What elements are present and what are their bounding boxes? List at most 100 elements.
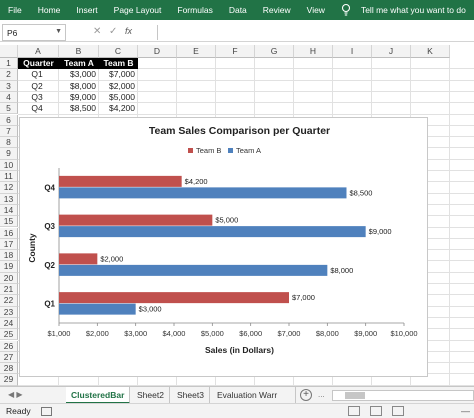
- column-header-k[interactable]: K: [411, 45, 450, 58]
- column-header-g[interactable]: G: [255, 45, 294, 58]
- tab-home[interactable]: Home: [37, 5, 61, 15]
- table-cell[interactable]: Q2: [31, 80, 43, 91]
- zoom-slider-icon[interactable]: —: [461, 406, 470, 416]
- row-header-18[interactable]: 18: [0, 250, 18, 262]
- row-header-5[interactable]: 5: [0, 103, 18, 115]
- table-header-cell[interactable]: Team B: [99, 58, 138, 70]
- chevron-down-icon[interactable]: ▼: [55, 28, 62, 35]
- table-cell[interactable]: Q3: [31, 91, 43, 102]
- row-header-19[interactable]: 19: [0, 261, 18, 273]
- table-header-cell[interactable]: Team A: [59, 58, 99, 70]
- row-header-7[interactable]: 7: [0, 125, 18, 138]
- macro-record-icon[interactable]: [40, 406, 52, 416]
- sheet-tab-clusteredbar[interactable]: ClusteredBar: [66, 387, 131, 404]
- enter-icon[interactable]: ✓: [109, 26, 118, 37]
- row-header-15[interactable]: 15: [0, 216, 18, 228]
- table-cell[interactable]: $8,000: [70, 80, 96, 91]
- select-all-corner[interactable]: [0, 45, 18, 58]
- row-header-23[interactable]: 23: [0, 306, 18, 318]
- tab-review[interactable]: Review: [262, 5, 291, 15]
- tab-formulas[interactable]: Formulas: [177, 5, 213, 15]
- row-header-11[interactable]: 11: [0, 171, 18, 183]
- table-cell[interactable]: $5,000: [109, 91, 135, 102]
- sheet-tab-sheet3[interactable]: Sheet3: [172, 387, 210, 404]
- gridline: [18, 102, 474, 104]
- cancel-icon[interactable]: ✕: [93, 26, 102, 37]
- row-header-27[interactable]: 27: [0, 351, 18, 364]
- legend-label: Team A: [236, 146, 261, 155]
- column-header-h[interactable]: H: [294, 45, 333, 58]
- status-ready: Ready: [6, 406, 31, 416]
- tab-view[interactable]: View: [306, 5, 325, 15]
- sheet-tab-sheet2[interactable]: Sheet2: [132, 387, 170, 404]
- row-header-1[interactable]: 1: [0, 58, 18, 70]
- column-header-c[interactable]: C: [99, 45, 138, 58]
- legend-swatch-0: [188, 148, 193, 153]
- table-cell[interactable]: $8,500: [70, 103, 96, 114]
- data-label: $3,000: [139, 305, 162, 314]
- gridline: [449, 58, 450, 386]
- row-header-14[interactable]: 14: [0, 204, 18, 217]
- table-header-cell[interactable]: Quarter: [18, 58, 59, 70]
- add-sheet-icon[interactable]: +: [300, 389, 312, 401]
- data-label: $7,000: [292, 293, 315, 302]
- bar-team-a-q4: [59, 187, 347, 199]
- column-header-a[interactable]: A: [18, 45, 59, 58]
- column-header-i[interactable]: I: [333, 45, 372, 58]
- row-header-10[interactable]: 10: [0, 159, 18, 171]
- row-header-4[interactable]: 4: [0, 91, 18, 104]
- row-header-6[interactable]: 6: [0, 114, 18, 126]
- table-cell[interactable]: $7,000: [109, 69, 135, 80]
- row-header-2[interactable]: 2: [0, 69, 18, 81]
- tab-file[interactable]: File: [8, 5, 22, 15]
- tab-page-layout[interactable]: Page Layout: [113, 5, 162, 15]
- row-header-20[interactable]: 20: [0, 272, 18, 284]
- page-break-view-icon[interactable]: [392, 406, 404, 416]
- table-cell[interactable]: $4,200: [109, 103, 135, 114]
- y-axis-title: County: [27, 233, 37, 263]
- tell-me-box[interactable]: Tell me what you want to do: [333, 3, 466, 17]
- column-header-e[interactable]: E: [177, 45, 216, 58]
- ribbon-tab-bar: File Home Insert Page Layout Formulas Da…: [0, 0, 474, 20]
- table-cell[interactable]: Q1: [31, 69, 43, 80]
- row-header-3[interactable]: 3: [0, 80, 18, 92]
- row-header-12[interactable]: 12: [0, 182, 18, 194]
- gridline: [18, 79, 474, 81]
- tab-data[interactable]: Data: [228, 5, 247, 15]
- table-cell[interactable]: $9,000: [70, 91, 96, 102]
- x-tick-label: $2,000: [86, 329, 109, 338]
- formula-separator: [157, 25, 158, 40]
- normal-view-icon[interactable]: [348, 406, 360, 416]
- bar-team-b-q1: [59, 292, 289, 304]
- row-header-17[interactable]: 17: [0, 238, 18, 251]
- row-header-9[interactable]: 9: [0, 148, 18, 160]
- horizontal-scrollbar[interactable]: [332, 390, 474, 401]
- row-header-28[interactable]: 28: [0, 363, 18, 375]
- table-cell[interactable]: $2,000: [109, 80, 135, 91]
- row-header-26[interactable]: 26: [0, 340, 18, 352]
- row-header-25[interactable]: 25: [0, 329, 18, 341]
- table-cell[interactable]: Q4: [31, 103, 43, 114]
- table-cell[interactable]: $3,000: [70, 69, 96, 80]
- name-box[interactable]: P6 ▼: [2, 24, 66, 41]
- scrollbar-thumb[interactable]: [345, 392, 365, 399]
- more-sheets-icon[interactable]: ...: [318, 390, 325, 399]
- insert-function-icon[interactable]: fx: [125, 26, 133, 36]
- column-header-f[interactable]: F: [216, 45, 255, 58]
- row-header-8[interactable]: 8: [0, 137, 18, 149]
- row-header-21[interactable]: 21: [0, 284, 18, 296]
- row-header-22[interactable]: 22: [0, 295, 18, 307]
- sheet-tab-evaluation[interactable]: Evaluation Warr: [212, 387, 296, 404]
- row-header-16[interactable]: 16: [0, 227, 18, 239]
- clustered-bar-chart[interactable]: Team Sales Comparison per Quarter Team B T…: [19, 117, 428, 377]
- page-layout-view-icon[interactable]: [370, 406, 382, 416]
- row-header-29[interactable]: 29: [0, 374, 18, 386]
- column-header-j[interactable]: J: [372, 45, 411, 58]
- column-header-b[interactable]: B: [59, 45, 99, 58]
- chart-title: Team Sales Comparison per Quarter: [149, 125, 330, 137]
- column-header-d[interactable]: D: [138, 45, 177, 58]
- sheet-nav-icon[interactable]: ◀ ▶: [8, 390, 23, 399]
- row-header-24[interactable]: 24: [0, 317, 18, 330]
- tab-insert[interactable]: Insert: [76, 5, 98, 15]
- row-header-13[interactable]: 13: [0, 193, 18, 205]
